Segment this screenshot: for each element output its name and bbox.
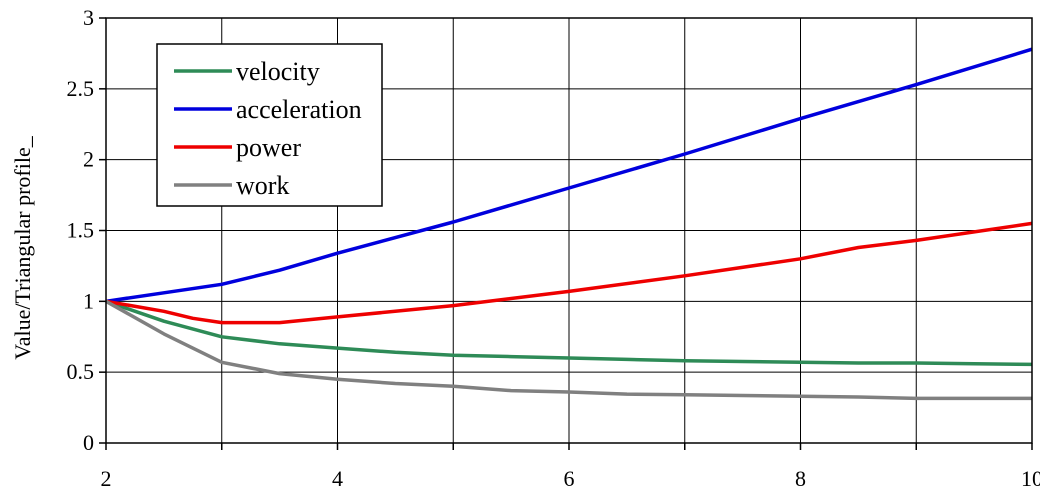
legend-label-acceleration: acceleration (236, 95, 362, 124)
y-axis-title: Value/Triangular profile_ (10, 135, 35, 359)
y-tick-label: 0.5 (67, 359, 95, 384)
series-line-acceleration (105, 47, 1033, 304)
series-line-work (105, 299, 1032, 401)
series-line-velocity (105, 299, 1033, 367)
x-tick-label: 4 (332, 466, 343, 491)
legend-label-power: power (236, 133, 301, 162)
x-tick-label: 10 (1021, 466, 1040, 491)
y-tick-label: 2.5 (67, 76, 95, 101)
x-tick-label: 6 (564, 466, 575, 491)
axes: 0 0.5 1 1.5 2 2.5 3 2 4 6 8 10 (67, 5, 1040, 491)
legend-label-work: work (236, 171, 289, 200)
series-lines (105, 47, 1033, 401)
x-tick-label: 8 (795, 466, 806, 491)
legend: velocity acceleration power work (156, 43, 383, 207)
y-tick-label: 1 (83, 288, 94, 313)
y-tick-label: 3 (83, 5, 94, 30)
y-tick-label: 0 (83, 430, 94, 455)
legend-label-velocity: velocity (236, 57, 320, 86)
series-line-power (105, 221, 1033, 325)
y-tick-label: 2 (83, 147, 94, 172)
y-tick-label: 1.5 (67, 218, 95, 243)
x-tick-label: 2 (101, 466, 112, 491)
